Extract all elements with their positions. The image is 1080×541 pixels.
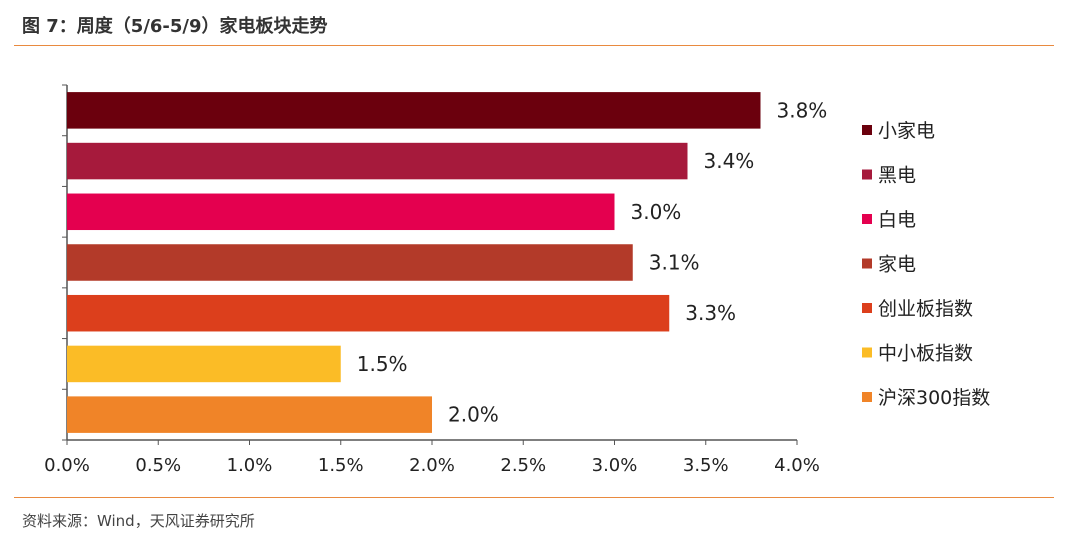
x-tick-label: 3.0%: [592, 455, 638, 476]
bar-2: [67, 142, 688, 180]
legend-swatch: [862, 214, 872, 224]
legend-label: 中小板指数: [878, 343, 973, 365]
legend-swatch: [862, 392, 872, 402]
legend-swatch: [862, 303, 872, 313]
data-label: 1.5%: [357, 352, 408, 376]
data-label: 2.0%: [448, 403, 499, 427]
legend-swatch: [862, 125, 872, 135]
source-note: 资料来源：Wind，天风证券研究所: [22, 512, 255, 530]
legend-label: 黑电: [878, 165, 916, 187]
bar-3: [67, 193, 615, 231]
legend-label: 小家电: [878, 120, 935, 142]
x-tick-label: 1.5%: [318, 455, 364, 476]
x-tick-label: 0.5%: [135, 455, 181, 476]
data-label: 3.1%: [649, 251, 700, 275]
bar-6: [67, 345, 341, 383]
data-label: 3.3%: [685, 301, 736, 325]
header-divider: [14, 45, 1054, 46]
data-label: 3.0%: [631, 200, 682, 224]
legend-label: 沪深300指数: [878, 387, 990, 409]
legend-label: 白电: [878, 209, 916, 231]
bar-5: [67, 294, 670, 332]
x-tick-label: 2.0%: [409, 455, 455, 476]
legend-swatch: [862, 347, 872, 358]
x-tick-label: 2.5%: [500, 455, 546, 476]
chart-bars: [67, 92, 761, 433]
bar-1: [67, 92, 761, 129]
footer-divider: [14, 497, 1054, 498]
x-tick-label: 1.0%: [227, 455, 273, 476]
data-label: 3.8%: [777, 98, 828, 122]
data-label: 3.4%: [704, 149, 755, 173]
legend-label: 家电: [878, 254, 916, 276]
chart-tick-labels: 0.0% 0.5% 1.0% 1.5% 2.0% 2.5% 3.0% 3.5% 4.0%: [44, 455, 820, 476]
chart-data-labels: 3.8% 3.4% 3.0% 3.1% 3.3% 1.5% 2.0%: [357, 98, 828, 426]
x-tick-label: 3.5%: [683, 455, 729, 476]
x-tick-label: 0.0%: [44, 455, 90, 476]
legend-swatch: [862, 258, 872, 269]
figure-title: 图 7：周度（5/6-5/9）家电板块走势: [22, 16, 328, 37]
x-tick-label: 4.0%: [774, 455, 820, 476]
legend-label: 创业板指数: [878, 298, 973, 320]
bar-4: [67, 244, 633, 281]
legend-swatch: [862, 169, 872, 180]
bar-7: [67, 396, 432, 433]
